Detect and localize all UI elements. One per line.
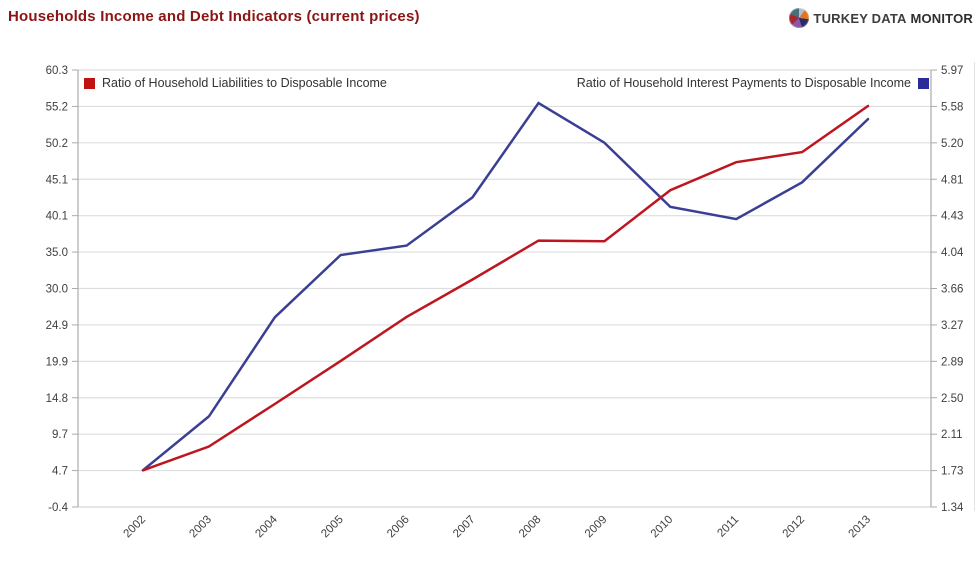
right-axis-tick-label: 2.50: [941, 393, 963, 405]
brand-text-first: TURKEY DATA: [813, 10, 907, 26]
right-axis-tick-label: 1.34: [941, 502, 964, 514]
legend-label-interest: Ratio of Household Interest Payments to …: [576, 76, 911, 90]
left-axis-tick-label: 24.9: [46, 320, 68, 332]
left-axis-tick-label: 55.2: [46, 101, 68, 113]
left-axis-tick-label: -0.4: [48, 502, 68, 514]
left-axis-tick-label: 40.1: [46, 211, 68, 223]
x-axis-year-label: 2009: [583, 514, 610, 541]
x-axis-year-label: 2006: [385, 514, 412, 541]
legend-interest: Ratio of Household Interest Payments to …: [577, 76, 929, 90]
right-axis-tick-label: 3.66: [941, 284, 963, 296]
right-axis-tick-label: 4.43: [941, 211, 963, 223]
brand-text: TURKEY DATA MONITOR: [813, 11, 973, 26]
pie-chart-icon: [789, 8, 810, 28]
left-axis-tick-label: 30.0: [46, 284, 68, 296]
page-title: Households Income and Debt Indicators (c…: [8, 8, 420, 25]
right-axis-tick-label: 5.97: [941, 65, 963, 77]
right-axis-tick-label: 2.11: [941, 429, 963, 441]
x-axis-year-label: 2002: [122, 514, 149, 541]
brand-logo: TURKEY DATA MONITOR: [789, 6, 973, 30]
legend-swatch-liabilities: [84, 77, 95, 89]
right-axis-tick-label: 4.81: [941, 174, 963, 186]
legend-swatch-interest: [918, 77, 929, 89]
brand-text-last: MONITOR: [910, 10, 973, 26]
right-axis-tick-label: 2.89: [941, 356, 963, 368]
legend-label-liabilities: Ratio of Household Liabilities to Dispos…: [102, 76, 387, 90]
left-axis-tick-label: 45.1: [46, 174, 68, 186]
left-axis-tick-label: 4.7: [52, 466, 68, 478]
x-axis-year-label: 2012: [781, 514, 808, 541]
x-axis-year-label: 2005: [319, 514, 346, 541]
series-line-liabilities: [141, 104, 870, 472]
x-axis-year-label: 2007: [451, 514, 478, 541]
left-axis-tick-label: 35.0: [46, 247, 68, 259]
x-axis-year-label: 2008: [517, 514, 544, 541]
left-axis-tick-label: 60.3: [46, 65, 68, 77]
series-line-interest: [141, 101, 870, 472]
right-axis-tick-label: 4.04: [941, 247, 964, 259]
left-axis-tick-label: 19.9: [46, 356, 68, 368]
x-axis-year-label: 2013: [847, 514, 874, 541]
x-axis-year-label: 2010: [649, 514, 676, 541]
right-axis-tick-label: 1.73: [941, 466, 963, 478]
left-axis-tick-label: 14.8: [46, 393, 68, 405]
right-axis-tick-label: 5.58: [941, 101, 963, 113]
right-axis-tick-label: 3.27: [941, 320, 963, 332]
legend-liabilities: Ratio of Household Liabilities to Dispos…: [84, 76, 387, 90]
left-axis-tick-label: 50.2: [46, 138, 68, 150]
right-axis-tick-label: 5.20: [941, 138, 963, 150]
x-axis-year-label: 2004: [253, 513, 280, 540]
left-axis-tick-label: 9.7: [52, 429, 68, 441]
x-axis-year-label: 2011: [715, 514, 741, 540]
x-axis-year-label: 2003: [187, 514, 214, 541]
